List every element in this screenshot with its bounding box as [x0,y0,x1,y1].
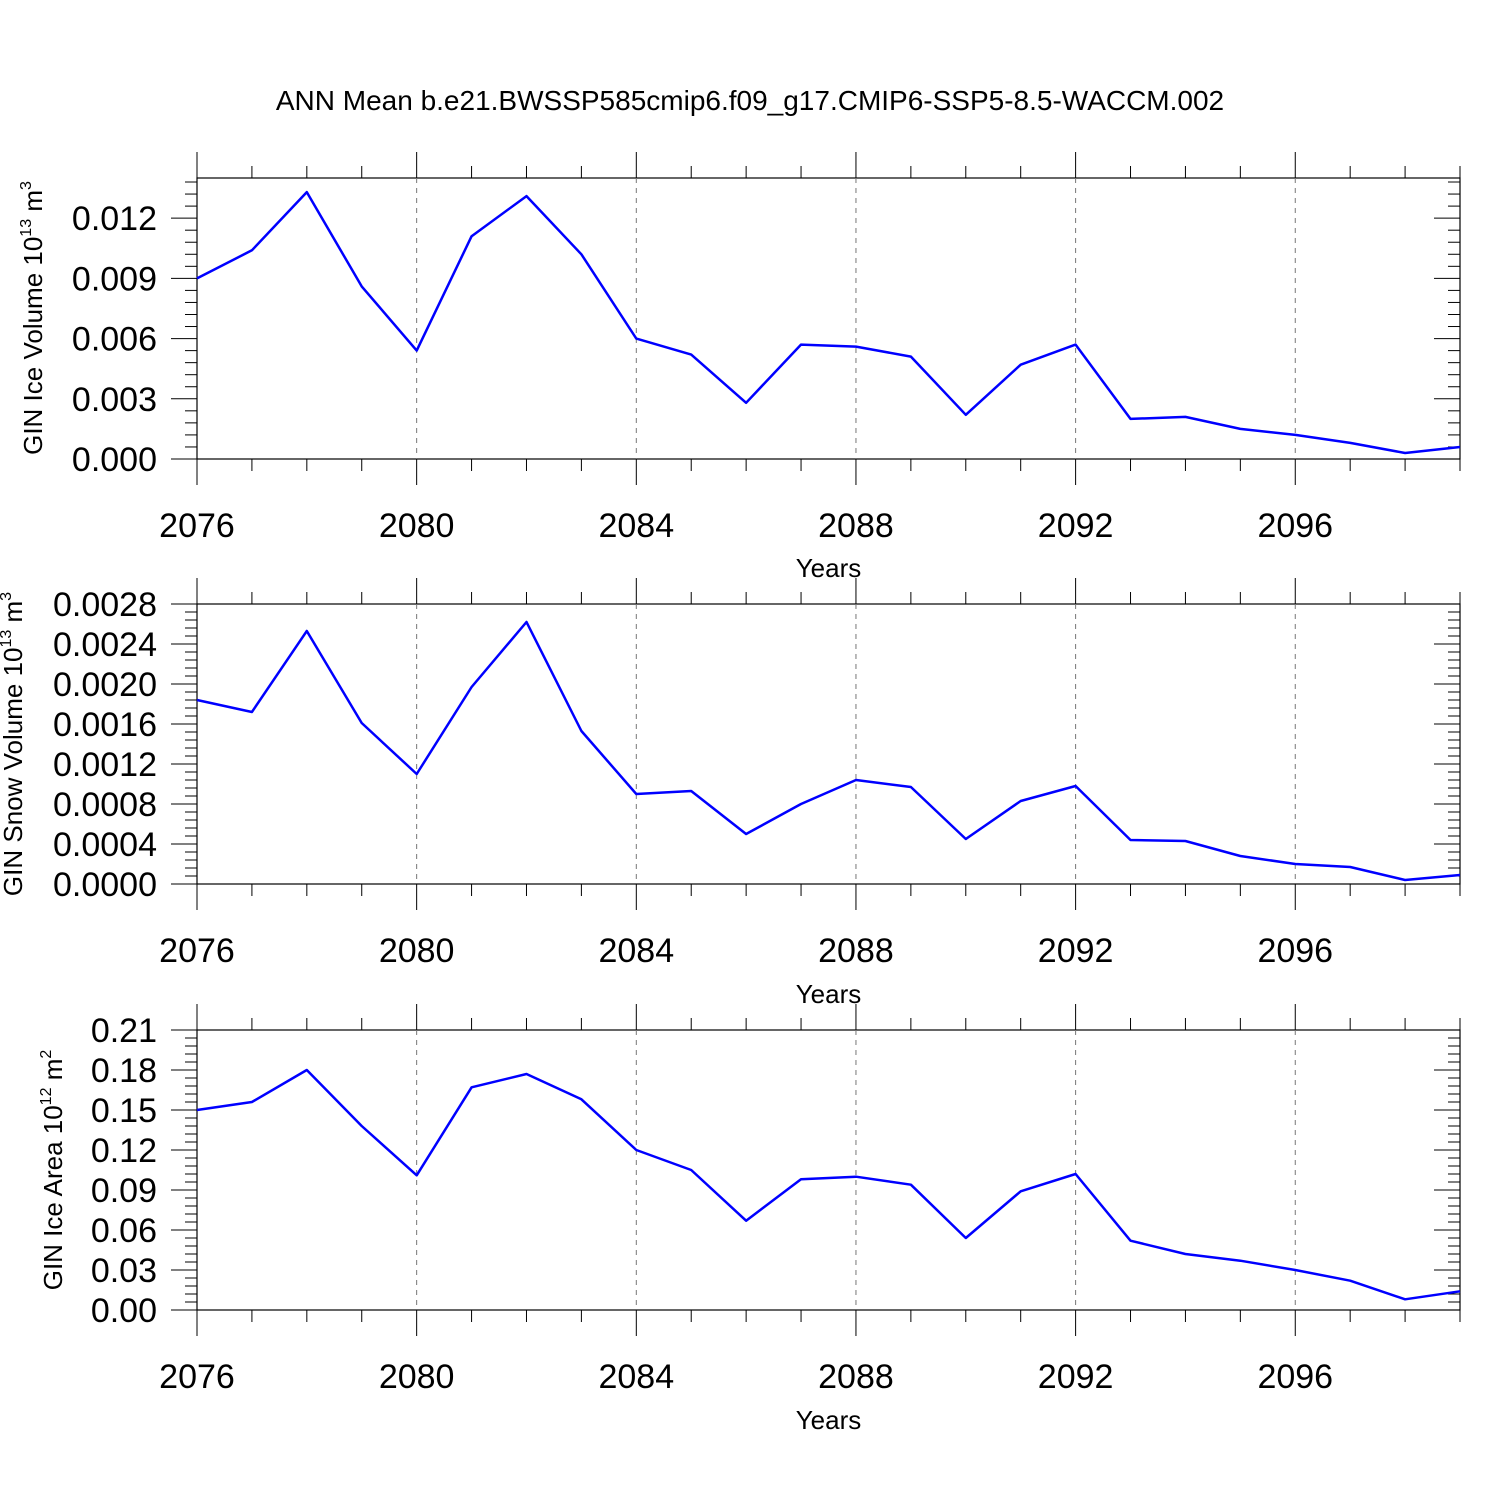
y-tick-label: 0.0008 [53,786,157,824]
y-tick-label: 0.00 [91,1292,157,1330]
y-tick-label: 0.06 [91,1212,157,1250]
panel-1: 0.000 0.003 0.006 0.009 0.012 2076 2080 2084 208… [18,152,1461,583]
y-tick-label: 0.18 [91,1052,157,1090]
panel-3: 0.000.030.060.090.120.150.180.21 2076 2080… [38,1004,1461,1435]
x-tick-label: 2096 [1257,507,1333,545]
y-axis-label: GIN Ice Volume 1013 m3 [18,181,48,455]
x-tick-label: 2076 [159,1358,235,1396]
x-tick-label: 2092 [1038,1358,1114,1396]
y-axis-label: GIN Ice Area 1012 m2 [38,1050,68,1291]
y-tick-label: 0.12 [91,1132,157,1170]
x-tick-label: 2088 [818,1358,894,1396]
series-line [196,1068,1461,1301]
y-tick-label: 0.21 [91,1012,157,1050]
x-tick-label: 2080 [379,507,455,545]
y-tick-label: 0.03 [91,1252,157,1290]
y-tick-label: 0.0016 [53,706,157,744]
plot-frame [196,1029,1461,1311]
x-tick-label: 2080 [379,932,455,970]
y-tick-label: 0.09 [91,1172,157,1210]
y-tick-label: 0.009 [72,260,157,298]
x-tick-label: 2092 [1038,507,1114,545]
y-axis-label: GIN Snow Volume 1013 m3 [0,592,28,896]
x-tick-label: 2096 [1257,932,1333,970]
series-line [196,190,1461,455]
x-axis-label: Years [796,553,862,583]
panel-2: 0.00000.00040.00080.00120.00160.00200.00… [0,578,1461,1009]
y-tick-label: 0.006 [72,321,157,359]
y-tick-label: 0.003 [72,381,157,419]
x-axis-label: Years [796,1405,862,1435]
y-tick-label: 0.0000 [53,866,157,904]
x-tick-label: 2096 [1257,1358,1333,1396]
plot-frame [196,603,1461,885]
x-tick-label: 2088 [818,932,894,970]
y-tick-label: 0.012 [72,200,157,238]
y-tick-label: 0.15 [91,1092,157,1130]
x-tick-label: 2080 [379,1358,455,1396]
x-tick-label: 2088 [818,507,894,545]
y-tick-label: 0.0020 [53,666,157,704]
y-tick-label: 0.0012 [53,746,157,784]
series-line [196,620,1461,882]
x-tick-label: 2076 [159,507,235,545]
x-axis-label: Years [796,979,862,1009]
y-tick-label: 0.0028 [53,586,157,624]
x-tick-label: 2076 [159,932,235,970]
y-tick-label: 0.0024 [53,626,157,664]
x-tick-label: 2084 [598,507,674,545]
y-tick-label: 0.000 [72,441,157,479]
x-tick-label: 2084 [598,1358,674,1396]
y-tick-label: 0.0004 [53,826,157,864]
page-title: ANN Mean b.e21.BWSSP585cmip6.f09_g17.CMI… [275,85,1225,116]
x-tick-label: 2092 [1038,932,1114,970]
plot-frame [196,177,1461,460]
x-tick-label: 2084 [598,932,674,970]
